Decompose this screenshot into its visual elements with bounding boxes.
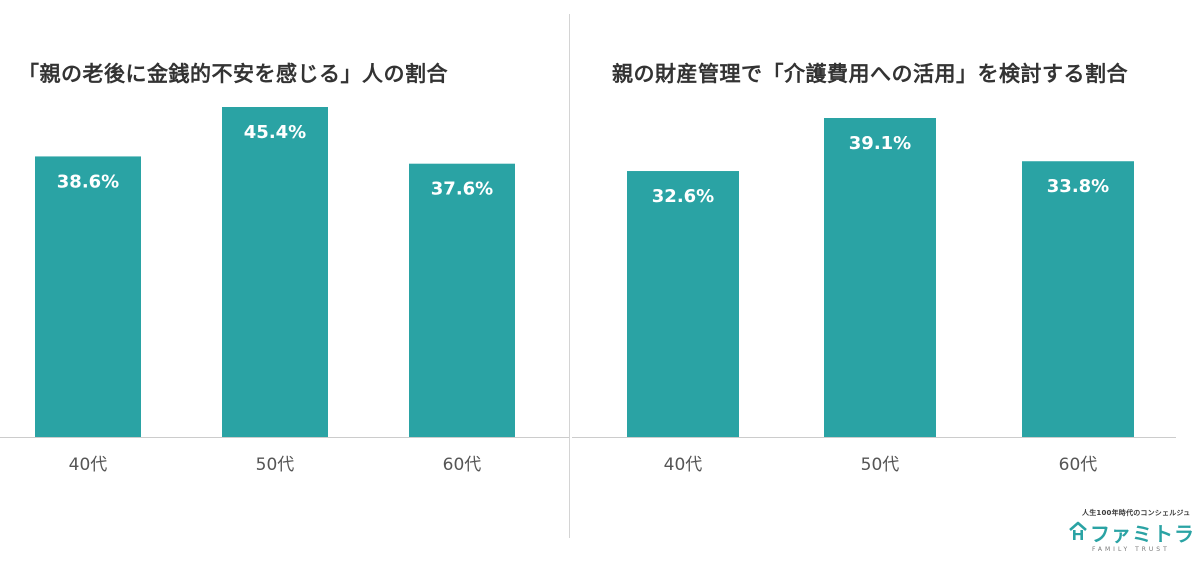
x-tick-label-left-3: 60代 xyxy=(443,455,482,475)
bar-value-label-left-3: 37.6% xyxy=(431,179,493,200)
x-tick-label-right-2: 50代 xyxy=(861,455,900,475)
house-icon xyxy=(1069,521,1087,540)
bar-left-2 xyxy=(222,107,328,437)
bar-chart-right: 32.6% 40代 39.1% 50代 33.8% 60代 xyxy=(572,118,1176,475)
x-tick-label-right-1: 40代 xyxy=(664,455,703,475)
bar-chart-left: 38.6% 40代 45.4% 50代 37.6% 60代 xyxy=(0,107,570,475)
chart-title-left: 「親の老後に金銭的不安を感じる」人の割合 xyxy=(18,62,448,86)
bar-right-3 xyxy=(1022,161,1134,437)
bar-value-label-left-1: 38.6% xyxy=(57,171,119,192)
x-tick-label-left-2: 50代 xyxy=(256,455,295,475)
bar-left-3 xyxy=(409,163,515,437)
bar-value-label-right-1: 32.6% xyxy=(652,186,714,207)
logo-tagline: 人生100年時代のコンシェルジュ xyxy=(1082,509,1191,517)
logo-name: ファミトラ xyxy=(1090,522,1195,546)
chart-panel-left: 「親の老後に金銭的不安を感じる」人の割合 38.6% 40代 45.4% 50代 37.… xyxy=(0,0,570,570)
x-tick-label-right-3: 60代 xyxy=(1059,455,1098,475)
bar-value-label-right-3: 33.8% xyxy=(1047,176,1109,197)
bar-right-1 xyxy=(627,171,739,437)
bar-value-label-left-2: 45.4% xyxy=(244,122,306,143)
bar-right-2 xyxy=(824,118,936,437)
famitra-logo: 人生100年時代のコンシェルジュ ファミトラ FAMILY TRUST xyxy=(1068,508,1195,564)
chart-title-right: 親の財産管理で「介護費用への活用」を検討する割合 xyxy=(612,62,1128,86)
x-tick-label-left-1: 40代 xyxy=(69,455,108,475)
logo-subtitle: FAMILY TRUST xyxy=(1092,546,1170,553)
panel-divider xyxy=(569,14,570,538)
chart-panel-right: 親の財産管理で「介護費用への活用」を検討する割合 32.6% 40代 39.1% 50… xyxy=(572,0,1200,570)
bar-left-1 xyxy=(35,156,141,437)
bar-value-label-right-2: 39.1% xyxy=(849,133,911,154)
